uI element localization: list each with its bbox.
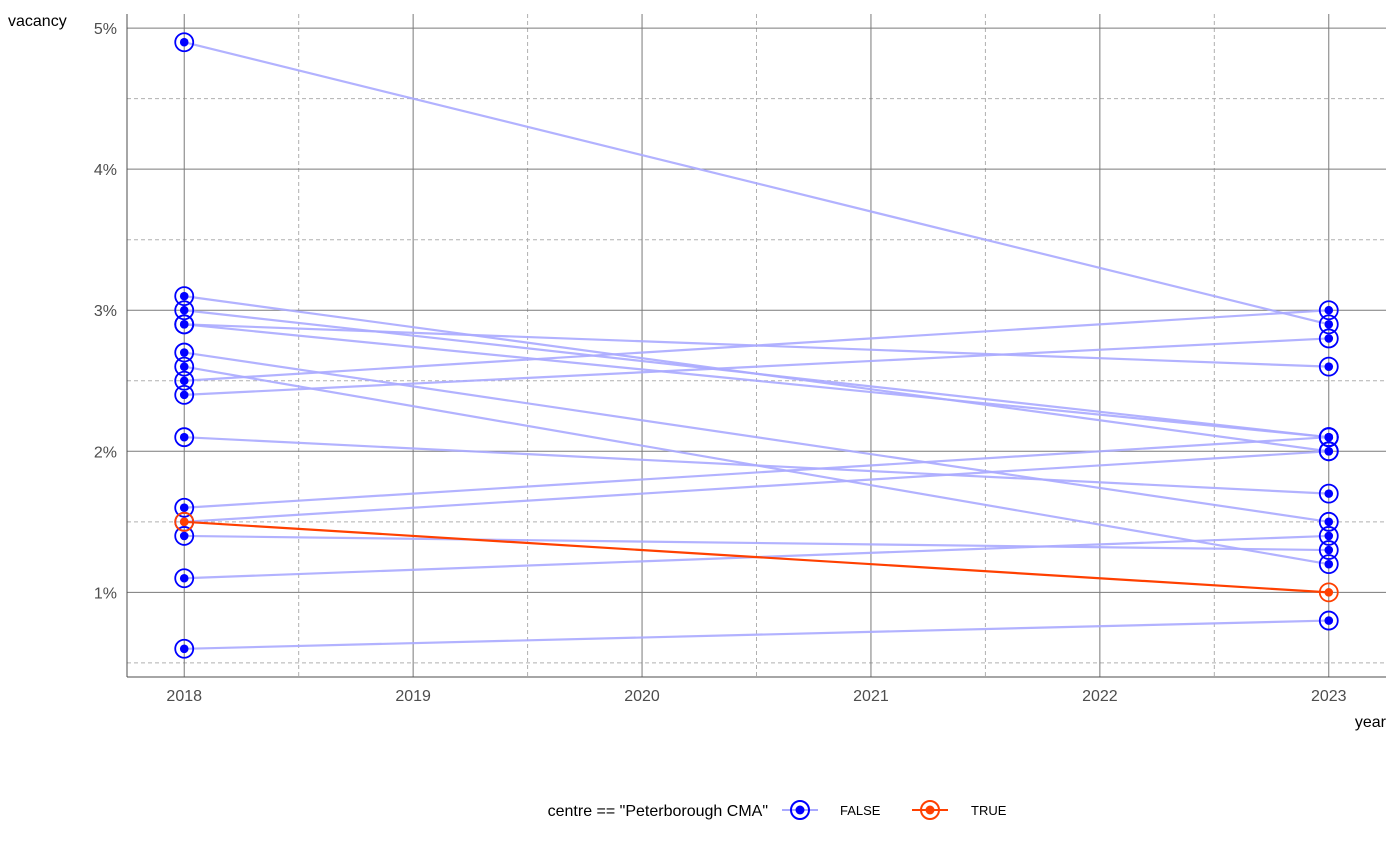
point-ring-false-5-0	[174, 342, 195, 363]
point-dot-true-15-0	[179, 517, 189, 527]
y-tick-label: 5%	[94, 21, 117, 38]
point-dot-false-4-0	[179, 320, 189, 329]
point-dot-false-12-0	[179, 531, 189, 541]
point-ring-false-0-0	[174, 32, 195, 53]
x-tick-label: 2023	[1311, 688, 1347, 705]
point-dot-false-13-1	[1324, 531, 1334, 541]
point-dot-false-14-0	[179, 644, 189, 654]
y-tick-label: 3%	[94, 303, 117, 320]
point-ring-false-13-1	[1318, 526, 1339, 546]
point-ring-false-8-0	[174, 384, 195, 405]
point-dot-false-0-0	[179, 37, 189, 47]
point-ring-false-6-0	[174, 356, 195, 377]
series-lines-false	[183, 41, 1330, 650]
y-tick-labels: 1% 2% 3% 4% 5%	[94, 21, 117, 602]
point-ring-false-6-1	[1318, 554, 1339, 575]
point-ring-false-12-1	[1318, 540, 1339, 560]
series-line-false-9	[184, 436, 1329, 495]
point-ring-false-3-1	[1318, 356, 1339, 377]
point-dot-false-6-0	[179, 362, 189, 371]
series-line-false-8	[184, 337, 1329, 396]
point-ring-true-15-0	[174, 511, 195, 532]
series-line-false-7	[184, 309, 1329, 382]
point-dot-false-5-1	[1324, 517, 1334, 527]
legend-key-ring-false	[790, 800, 810, 820]
series-line-false-12	[184, 534, 1329, 552]
series-lines-true	[184, 520, 1329, 594]
y-tick-label: 1%	[94, 585, 117, 602]
legend-label-false: FALSE	[840, 803, 881, 818]
point-ring-false-7-1	[1318, 300, 1339, 321]
point-ring-false-5-1	[1318, 511, 1339, 532]
legend-entry-false: FALSE	[782, 800, 881, 820]
x-tick-label: 2018	[166, 688, 202, 705]
point-ring-false-11-1	[1318, 441, 1339, 462]
point-dot-false-14-1	[1324, 616, 1334, 625]
point-dot-false-7-1	[1324, 305, 1334, 315]
point-ring-false-12-0	[174, 526, 195, 546]
series-points	[174, 32, 1339, 659]
series-line-false-4	[184, 323, 1329, 439]
point-dot-false-3-1	[1324, 362, 1334, 371]
point-dot-false-7-0	[179, 376, 189, 386]
point-ring-false-0-1	[1318, 314, 1339, 335]
x-tick-label: 2020	[624, 688, 660, 705]
legend-key-dot-false	[795, 805, 805, 815]
y-tick-label: 4%	[94, 162, 117, 179]
point-dot-false-13-0	[179, 573, 189, 583]
point-dot-false-10-0	[179, 503, 189, 513]
legend-title: centre == "Peterborough CMA"	[548, 803, 768, 820]
series-line-false-0	[183, 41, 1330, 326]
x-axis-title: year	[1355, 714, 1387, 731]
point-dot-false-12-1	[1324, 545, 1334, 555]
x-tick-label: 2019	[395, 688, 431, 705]
point-ring-false-10-0	[174, 497, 195, 518]
point-ring-false-9-1	[1318, 483, 1339, 504]
point-dot-false-2-0	[179, 305, 189, 315]
series-line-false-14	[184, 619, 1329, 650]
major-gridlines	[127, 14, 1386, 677]
point-dot-false-8-0	[179, 390, 189, 400]
y-axis-title: vacancy	[8, 13, 67, 30]
point-dot-false-8-1	[1324, 334, 1334, 343]
point-ring-false-10-1	[1318, 427, 1339, 448]
point-ring-false-13-0	[174, 568, 195, 589]
series-line-false-11	[184, 450, 1329, 523]
point-ring-false-9-0	[174, 427, 195, 448]
point-dot-true-15-1	[1324, 588, 1334, 597]
legend-label-true: TRUE	[971, 803, 1007, 818]
point-ring-false-2-0	[174, 300, 195, 321]
point-dot-false-9-1	[1324, 489, 1334, 498]
x-tick-label: 2022	[1082, 688, 1118, 705]
legend: centre == "Peterborough CMA" FALSE TRUE	[548, 800, 1007, 820]
point-ring-false-14-0	[174, 638, 195, 659]
series-line-false-10	[184, 436, 1329, 509]
point-dot-false-6-1	[1324, 559, 1334, 569]
point-ring-false-8-1	[1318, 328, 1339, 349]
point-ring-false-1-0	[174, 286, 195, 307]
point-ring-false-14-1	[1318, 610, 1339, 631]
point-dot-false-11-1	[1324, 446, 1334, 456]
point-dot-false-1-0	[179, 291, 189, 301]
legend-entry-true: TRUE	[912, 800, 1007, 820]
point-dot-false-10-1	[1324, 432, 1334, 442]
axis-lines	[126, 14, 1386, 678]
point-ring-false-4-0	[174, 314, 195, 335]
point-ring-false-7-0	[174, 370, 195, 391]
point-dot-false-9-0	[179, 432, 189, 442]
legend-key-dot-true	[925, 805, 935, 815]
point-dot-false-5-0	[179, 348, 189, 357]
y-tick-label: 2%	[94, 444, 117, 461]
point-ring-true-15-1	[1318, 582, 1339, 603]
point-dot-false-0-1	[1324, 320, 1334, 329]
series-line-false-5	[184, 351, 1329, 523]
legend-key-ring-true	[920, 800, 940, 820]
series-line-true-15	[184, 520, 1329, 594]
x-tick-labels: 2018 2019 2020 2021 2022 2023	[166, 688, 1346, 705]
x-tick-label: 2021	[853, 688, 889, 705]
